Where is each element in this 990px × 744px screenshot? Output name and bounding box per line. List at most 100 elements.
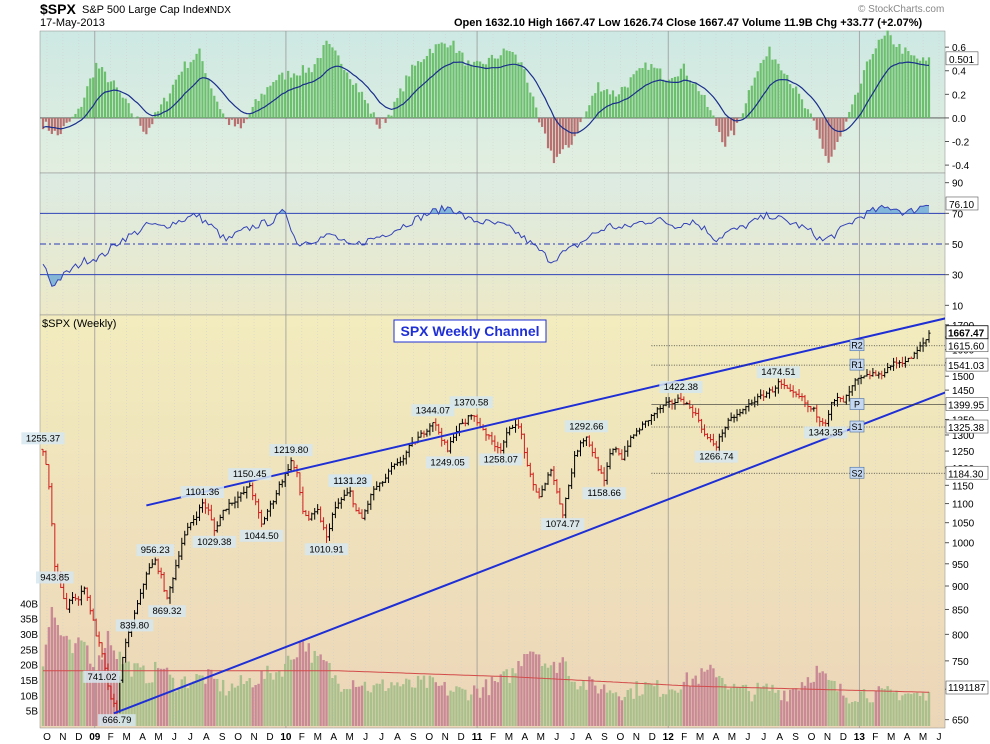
volume-bar xyxy=(177,689,181,726)
macd-histogram-bar xyxy=(95,62,98,118)
volume-bar xyxy=(688,686,691,726)
x-tick-label: S xyxy=(219,732,226,743)
volume-bar xyxy=(298,642,302,726)
x-tick-label: S xyxy=(792,732,799,743)
macd-histogram-bar xyxy=(89,78,92,118)
x-tick-label: D xyxy=(840,732,847,743)
volume-bar xyxy=(765,683,768,726)
volume-bar xyxy=(94,679,98,726)
x-tick-label: N xyxy=(633,732,640,743)
macd-histogram-bar xyxy=(239,117,242,129)
volume-bar xyxy=(62,636,65,726)
volume-bar xyxy=(331,678,334,726)
price-annotation-label: 1258.07 xyxy=(484,454,518,465)
x-tick-label: J xyxy=(363,732,368,743)
volume-bar xyxy=(227,691,231,726)
volume-bar xyxy=(812,681,816,726)
volume-bar xyxy=(611,693,615,726)
macd-histogram-bar xyxy=(538,117,541,123)
macd-histogram-bar xyxy=(709,110,712,118)
x-tick-label: J xyxy=(570,732,575,743)
price-y-tick-label: 900 xyxy=(952,582,969,593)
volume-bar xyxy=(452,691,455,726)
rsi-y-tick-label: 10 xyxy=(952,301,964,312)
volume-bar xyxy=(576,689,579,726)
volume-bar xyxy=(602,684,606,726)
volume-bar xyxy=(195,674,198,726)
macd-histogram-bar xyxy=(455,52,458,118)
x-tick-label: J xyxy=(379,732,384,743)
macd-histogram-bar xyxy=(425,55,429,118)
macd-histogram-bar xyxy=(357,92,361,118)
volume-bar xyxy=(390,682,393,726)
pivot-value-box xyxy=(945,397,989,411)
macd-histogram-bar xyxy=(225,117,228,120)
volume-bar xyxy=(86,645,89,726)
volume-bar xyxy=(207,669,210,726)
volume-bar xyxy=(47,627,51,726)
macd-histogram-bar xyxy=(65,117,68,123)
macd-histogram-bar xyxy=(865,61,869,118)
macd-histogram-bar xyxy=(673,76,677,118)
macd-histogram-bar xyxy=(629,77,632,118)
macd-histogram-bar xyxy=(216,101,219,118)
volume-bar xyxy=(97,655,101,726)
volume-bar xyxy=(738,686,742,726)
volume-bar xyxy=(664,694,668,726)
macd-histogram-bar xyxy=(839,117,842,137)
macd-histogram-bar xyxy=(541,117,544,127)
volume-bar xyxy=(898,700,901,726)
x-tick-label: M xyxy=(887,732,895,743)
volume-bar xyxy=(709,664,712,726)
macd-histogram-bar xyxy=(284,79,287,118)
macd-histogram-bar xyxy=(919,60,922,118)
volume-bar xyxy=(797,690,801,726)
macd-histogram-bar xyxy=(304,72,307,118)
volume-bar xyxy=(396,682,399,726)
macd-histogram-bar xyxy=(668,79,671,118)
volume-bar xyxy=(307,643,310,726)
macd-histogram-bar xyxy=(520,62,523,118)
macd-histogram-bar xyxy=(53,117,56,131)
volume-bar xyxy=(895,690,898,726)
macd-histogram-bar xyxy=(210,88,213,118)
volume-bar xyxy=(570,681,573,726)
macd-histogram-bar xyxy=(771,59,774,118)
pivot-value-label: 1325.38 xyxy=(948,423,985,434)
price-y-tick-label: 1000 xyxy=(952,539,975,550)
price-annotation-label: 1343.35 xyxy=(808,428,842,439)
macd-histogram-bar xyxy=(177,74,180,118)
macd-histogram-bar xyxy=(679,68,683,118)
price-annotation-bg xyxy=(479,453,523,466)
volume-bar xyxy=(901,695,904,726)
volume-bar xyxy=(154,661,157,726)
rsi-y-tick-label: 50 xyxy=(952,240,964,251)
x-tick-label: M xyxy=(314,732,322,743)
pivot-tag-box xyxy=(849,358,865,371)
macd-histogram-bar xyxy=(759,63,762,118)
x-tick-label: J xyxy=(761,732,766,743)
volume-bar xyxy=(233,687,237,726)
volume-bar xyxy=(301,641,305,726)
macd-histogram-bar xyxy=(762,59,765,118)
volume-bar xyxy=(348,689,352,726)
volume-bar xyxy=(540,665,544,726)
x-tick-label: 09 xyxy=(89,732,101,743)
macd-histogram-bar xyxy=(452,40,455,118)
rsi-y-tick-label: 90 xyxy=(952,179,964,190)
price-annotation-bg xyxy=(83,670,121,683)
macd-histogram-bar xyxy=(546,117,550,149)
volume-bar xyxy=(558,662,562,726)
macd-histogram-bar xyxy=(555,117,558,157)
macd-histogram-bar xyxy=(800,99,804,118)
macd-histogram-bar xyxy=(576,117,579,134)
volume-bar xyxy=(372,685,375,726)
volume-bar xyxy=(304,651,308,726)
macd-histogram-bar xyxy=(310,72,313,118)
volume-bar xyxy=(620,700,624,726)
quote-line: Open 1632.10 High 1667.47 Low 1626.74 Cl… xyxy=(454,17,923,29)
chart-title: SPX Weekly Channel xyxy=(400,323,539,339)
chart-exchange: INDX xyxy=(207,5,231,16)
price-annotation-label: 1158.66 xyxy=(587,488,621,499)
